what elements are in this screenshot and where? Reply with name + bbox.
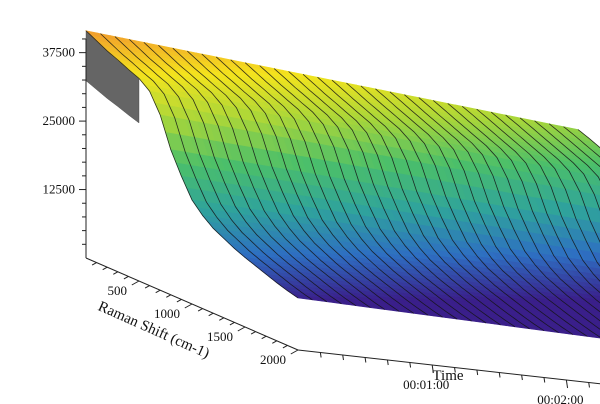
spectrum-line (505, 114, 600, 243)
time-axis-tick (521, 374, 523, 381)
spectrum-line (447, 103, 600, 304)
spectrum-line (418, 97, 600, 322)
spectrum-line (100, 33, 313, 301)
spectrum-line (389, 91, 600, 338)
z-tick-label: 37500 (43, 45, 76, 60)
time-axis-title: Time (432, 368, 463, 384)
x-axis-tick (237, 326, 246, 332)
x-axis-tick (102, 266, 108, 271)
spectrum-line (534, 120, 600, 182)
x-axis-tick (155, 289, 161, 294)
spectrum-line (288, 71, 501, 326)
spectrum-line (404, 94, 600, 330)
spectrum-line (563, 126, 600, 158)
z-tick-label: 25000 (43, 113, 76, 128)
time-tick-label: 00:01:00 (403, 377, 449, 392)
spectrum-line (476, 108, 600, 282)
spectrum-line (519, 117, 600, 212)
spectrum-line (273, 68, 487, 324)
time-axis-tick (476, 369, 479, 376)
x-tick-label: 2000 (260, 352, 286, 367)
spectrum-line (172, 47, 386, 310)
x-tick-label: 1000 (154, 306, 180, 321)
time-axis-tick (498, 372, 501, 378)
spectrum-line (346, 82, 559, 333)
spectrum-line (375, 88, 588, 337)
x-axis-tick (123, 275, 129, 280)
spectrum-line (259, 65, 472, 322)
spectrum-line (461, 105, 600, 294)
x-axis-tick (282, 344, 288, 349)
spectrum-line (490, 111, 600, 267)
time-axis-tick (409, 362, 412, 368)
x-axis-tick (113, 271, 119, 275)
time-axis-tick (319, 352, 322, 358)
time-axis-tick (342, 354, 344, 361)
spectrum-line (158, 44, 371, 308)
x-tick-label: 500 (108, 283, 128, 298)
x-axis-tick (229, 321, 235, 326)
surface-layer (85, 30, 600, 339)
x-axis-tick (272, 340, 278, 344)
labels-layer: 12500 25000 37500 500 1000 1500 2000 00:01:00 00… (43, 45, 584, 404)
spectrum-line (143, 42, 357, 307)
spectrum-line (129, 39, 342, 305)
spectrum-line (548, 123, 600, 168)
spectrum-line (187, 50, 400, 312)
x-axis-tick (290, 349, 299, 355)
x-axis-tick (219, 317, 225, 321)
time-axis-tick (364, 357, 367, 363)
x-axis-tick (166, 294, 172, 298)
x-axis-tick (250, 331, 256, 335)
x-axis-tick (131, 280, 140, 286)
time-axis-tick (565, 379, 569, 389)
spectrum-line (331, 79, 545, 332)
x-axis-tick (208, 312, 214, 317)
x-axis-tick (144, 285, 150, 289)
time-axis-tick (454, 367, 456, 373)
spectrum-line (302, 74, 516, 328)
time-axis-tick (543, 377, 546, 383)
x-axis-tick (91, 262, 97, 266)
spectrum-line (360, 85, 574, 335)
spectrum-line (215, 56, 429, 316)
time-axis-tick (588, 382, 590, 388)
x-axis-tick (176, 298, 182, 303)
x-axis-tick (261, 335, 267, 340)
spectrum-line (244, 62, 458, 320)
z-tick-label: 12500 (43, 182, 76, 197)
spectrum-line (317, 76, 530, 330)
spectrum-line (201, 53, 414, 314)
spectrum-line (433, 100, 600, 313)
x-axis-tick (197, 308, 203, 312)
x-axis-tick (184, 303, 193, 309)
time-axis-tick (386, 359, 389, 366)
time-axis-tick (431, 364, 434, 374)
spectrum-line (85, 30, 299, 299)
axes-layer (79, 38, 600, 389)
spectrum-line (114, 36, 328, 303)
time-tick-label: 00:02:00 (537, 392, 583, 404)
spectrum-line (230, 59, 443, 318)
x-tick-label: 1500 (207, 329, 233, 344)
